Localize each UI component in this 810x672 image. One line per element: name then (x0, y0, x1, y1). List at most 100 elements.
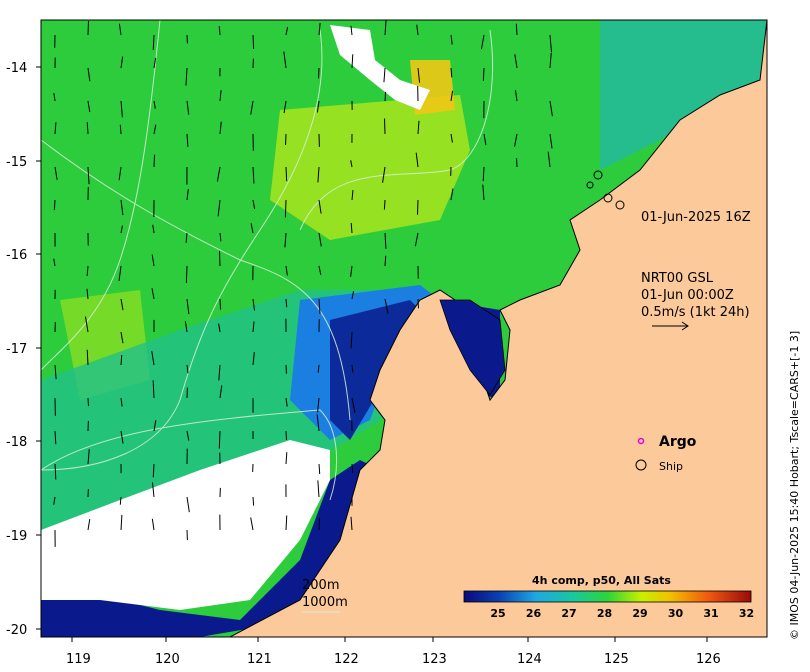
current-vector (416, 199, 419, 215)
current-vector (384, 91, 387, 102)
current-vector (53, 258, 56, 267)
x-tick-label: 119 (66, 652, 91, 667)
current-vector (153, 154, 156, 168)
current-vector (250, 223, 254, 234)
current-vector (384, 255, 387, 267)
current-vector (120, 331, 124, 344)
current-vector (185, 232, 188, 243)
y-tick-label: -14 (6, 61, 27, 76)
current-vector (219, 121, 222, 135)
current-vector (152, 463, 155, 478)
current-vector (87, 100, 91, 113)
current-vector (218, 364, 221, 381)
current-vector (480, 34, 485, 50)
current-vector (87, 67, 91, 82)
isobaths (41, 20, 494, 501)
x-tick-label: 122 (334, 652, 359, 667)
colorbar (463, 590, 752, 603)
current-vector (318, 199, 322, 214)
current-vector (219, 232, 222, 242)
ship-markers (586, 170, 625, 210)
current-vector (285, 515, 288, 531)
ship-marker-icon (635, 459, 647, 471)
colorbar-tick-label: 30 (668, 607, 684, 620)
isobath-200m-label: 200m (302, 578, 339, 593)
current-vector (482, 67, 485, 81)
current-vector (118, 166, 122, 181)
current-vector (350, 516, 353, 531)
x-tick-label: 125 (604, 652, 629, 667)
current-vector (318, 232, 322, 247)
current-vector (252, 496, 255, 506)
y-tick-label: -20 (6, 623, 27, 638)
current-vector (53, 199, 56, 211)
snapshot-time: 01-Jun-2025 16Z (641, 210, 751, 225)
current-vector (383, 199, 386, 210)
x-tick-label: 121 (247, 652, 272, 667)
current-vector (153, 100, 156, 109)
current-vector (217, 199, 221, 217)
current-time: 01-Jun 00:00Z (641, 288, 734, 303)
current-vector (350, 160, 353, 168)
current-vector (87, 518, 91, 531)
current-vector (186, 364, 189, 374)
current-vector (151, 288, 155, 300)
current-vector (54, 166, 58, 180)
current-vector (151, 482, 155, 498)
colorbar-ticks: 25 26 27 28 29 30 31 32 (490, 607, 754, 620)
current-vector (549, 100, 553, 117)
current-vector (383, 67, 386, 83)
current-vector (184, 321, 188, 333)
current-vector (514, 54, 518, 69)
credit-text: © IMOS 04-Jun-2025 15:40 Hobart; Tscale=… (788, 331, 801, 640)
current-vector (318, 517, 321, 531)
colorbar-tick-label: 32 (739, 607, 754, 620)
current-vector (317, 480, 320, 498)
current-vector (118, 265, 122, 282)
current-vector (482, 166, 485, 182)
current-vector (218, 26, 221, 36)
y-axis: -14 -15 -16 -17 -18 -19 -20 (6, 61, 41, 638)
y-tick-label: -16 (6, 248, 27, 263)
colorbar-tick-label: 25 (490, 607, 505, 620)
current-vector (283, 51, 287, 69)
scale-arrow (652, 321, 689, 331)
current-vector (417, 120, 420, 135)
x-tick-label: 120 (155, 652, 180, 667)
current-vector (120, 199, 124, 216)
current-vector (351, 291, 355, 300)
argo-legend-label: Argo (659, 434, 697, 450)
warm-zone (270, 95, 470, 240)
current-vector (151, 518, 155, 531)
current-vector (250, 517, 254, 531)
current-vector (547, 151, 551, 168)
current-vector (186, 100, 190, 115)
current-vector (549, 52, 552, 69)
current-vector (415, 152, 419, 168)
current-vector (54, 463, 57, 480)
isobath-1000m-label: 1000m (302, 595, 348, 610)
current-vector (86, 288, 89, 300)
current-vector (186, 496, 190, 513)
current-vector (549, 34, 552, 53)
y-tick-label: -18 (6, 435, 27, 450)
no-data-south (41, 440, 330, 610)
current-vector (350, 222, 353, 234)
current-vector (252, 166, 255, 184)
current-vector (549, 133, 553, 149)
current-vector (417, 67, 421, 83)
current-vector (120, 56, 124, 69)
current-vector (284, 232, 287, 248)
current-vector (152, 224, 155, 234)
current-vector (219, 298, 222, 310)
current-vector (119, 124, 122, 135)
current-vector (87, 449, 90, 465)
current-vector (120, 100, 123, 118)
x-axis: 119 120 121 122 123 124 125 126 (66, 637, 721, 667)
current-vector (120, 354, 123, 366)
current-vector (252, 34, 255, 49)
current-vectors (53, 20, 553, 547)
current-vector (250, 100, 254, 115)
y-tick-label: -15 (6, 155, 27, 170)
current-vector (120, 514, 123, 531)
